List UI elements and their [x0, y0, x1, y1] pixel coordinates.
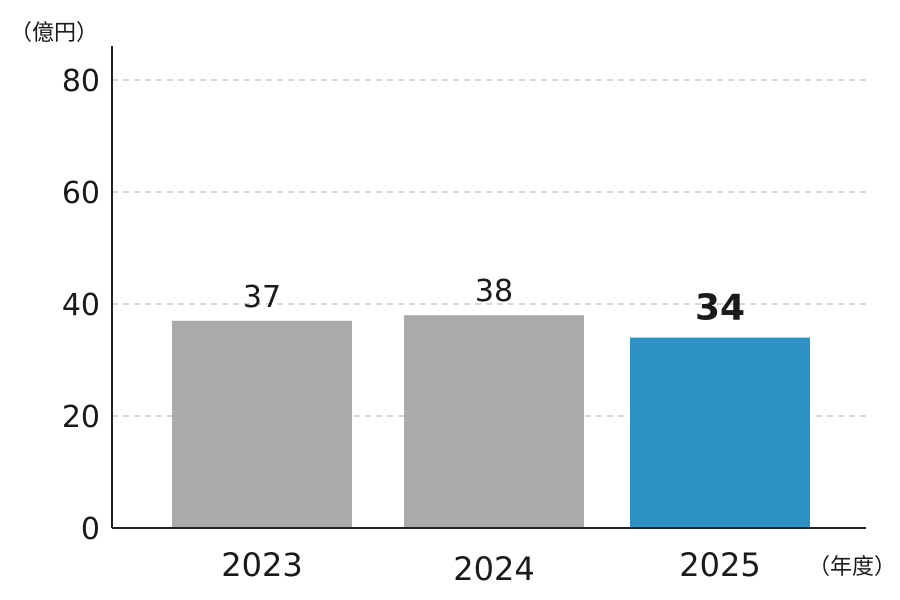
y-axis-unit-label: （億円） [10, 21, 98, 46]
axes [111, 46, 866, 529]
x-category-labels: 2023 2024 2025 [221, 546, 760, 588]
x-axis-unit-label: （年度） [808, 555, 896, 580]
y-tick-label-40: 40 [62, 288, 100, 323]
data-labels: 37 38 34 [243, 274, 745, 328]
data-label-2025: 34 [695, 288, 745, 329]
bars [172, 315, 810, 528]
x-tick-label-2024: 2024 [453, 550, 534, 588]
x-tick-label-2023: 2023 [221, 546, 302, 584]
data-label-2024: 38 [475, 274, 513, 309]
y-tick-label-20: 20 [62, 400, 100, 435]
data-label-2023: 37 [243, 280, 281, 315]
x-tick-label-2025: 2025 [679, 546, 760, 584]
bar-2023 [172, 320, 352, 528]
y-tick-label-80: 80 [62, 64, 100, 99]
y-tick-label-60: 60 [62, 176, 100, 211]
y-tick-label-0: 0 [81, 512, 100, 547]
bar-2024 [404, 315, 584, 528]
y-tick-labels: 0 20 40 60 80 [62, 64, 100, 547]
bar-2025 [630, 337, 810, 528]
